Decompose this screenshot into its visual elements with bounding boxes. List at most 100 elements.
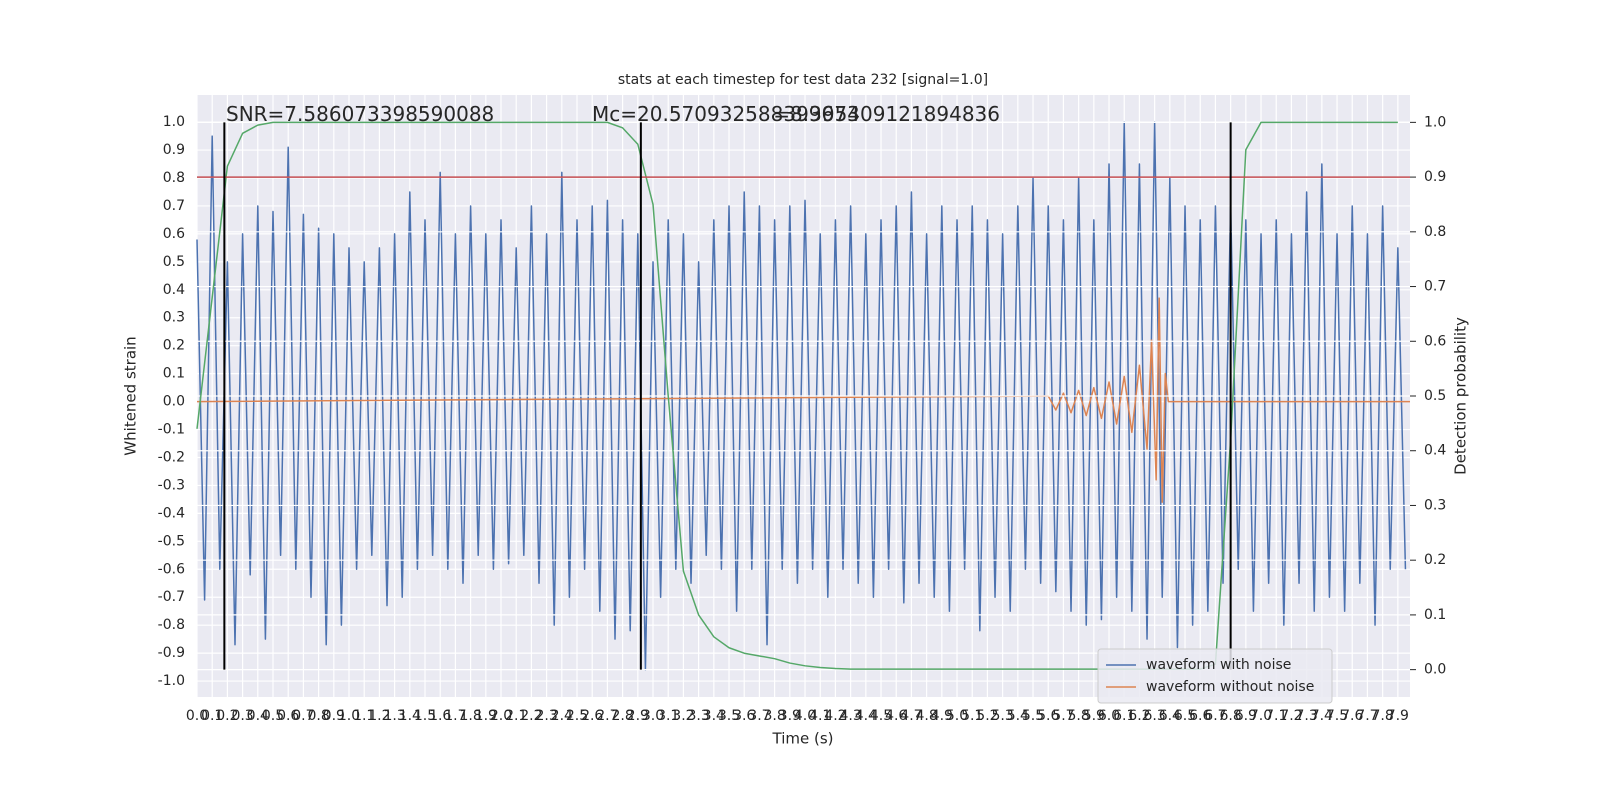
x-tick-label: 3.4 — [703, 708, 725, 724]
y-tick-label: 0.7 — [163, 198, 185, 214]
x-tick-label: 7.4 — [1311, 708, 1333, 724]
x-tick-label: 6.3 — [1143, 708, 1165, 724]
legend-label: waveform without noise — [1146, 679, 1314, 695]
x-tick-label: 2.5 — [566, 708, 588, 724]
x-tick-label: 4.9 — [931, 708, 953, 724]
x-tick-label: 5.3 — [991, 708, 1013, 724]
chart-title: stats at each timestep for test data 232… — [618, 72, 988, 88]
x-tick-label: 5.8 — [1067, 708, 1089, 724]
x-tick-label: 7.3 — [1296, 708, 1318, 724]
y-tick-label: -0.6 — [158, 561, 185, 577]
y-tick-label: 0.8 — [163, 170, 185, 186]
y-tick-label: 1.0 — [163, 114, 185, 130]
y-tick-label: 0.3 — [163, 310, 185, 326]
x-tick-label: 3.9 — [779, 708, 801, 724]
x-tick-label: 1.9 — [475, 708, 497, 724]
x-tick-label: 4.5 — [870, 708, 892, 724]
annotation: =8.395409121894836 — [773, 102, 1000, 126]
x-tick-label: 4.8 — [915, 708, 937, 724]
x-tick-label: 6.8 — [1220, 708, 1242, 724]
x-tick-label: 5.2 — [976, 708, 998, 724]
x-tick-label: 3.5 — [718, 708, 740, 724]
y2-tick-label: 0.7 — [1424, 279, 1446, 295]
x-axis-label: Time (s) — [772, 730, 834, 748]
series-line — [196, 121, 1407, 671]
x-tick-label: 3.7 — [748, 708, 770, 724]
y-tick-label: 0.6 — [163, 226, 185, 242]
x-tick-label: 1.2 — [368, 708, 390, 724]
x-tick-label: 5.0 — [946, 708, 968, 724]
y-tick-label: -0.4 — [158, 505, 185, 521]
y2-tick-label: 0.2 — [1424, 552, 1446, 568]
x-tick-label: 2.9 — [627, 708, 649, 724]
x-tick-label: 1.8 — [459, 708, 481, 724]
x-tick-label: 7.7 — [1356, 708, 1378, 724]
x-tick-label: 7.5 — [1326, 708, 1348, 724]
x-tick-label: 7.1 — [1265, 708, 1287, 724]
x-tick-label: 7.0 — [1250, 708, 1272, 724]
x-tick-label: 0.4 — [247, 708, 269, 724]
y-tick-label: -0.5 — [158, 533, 185, 549]
x-tick-label: 4.3 — [839, 708, 861, 724]
x-tick-label: 0.3 — [231, 708, 253, 724]
x-tick-label: 6.5 — [1174, 708, 1196, 724]
x-tick-label: 2.6 — [581, 708, 603, 724]
y2-tick-label: 0.4 — [1424, 443, 1446, 459]
annotation: SNR=7.586073398590088 — [226, 102, 494, 126]
series-line — [196, 297, 1410, 503]
x-tick-label: 1.7 — [444, 708, 466, 724]
x-tick-label: 4.1 — [809, 708, 831, 724]
x-tick-label: 1.4 — [399, 708, 421, 724]
x-tick-label: 1.0 — [338, 708, 360, 724]
x-tick-label: 6.9 — [1235, 708, 1257, 724]
x-tick-label: 6.6 — [1189, 708, 1211, 724]
y-tick-label: 0.5 — [163, 254, 185, 270]
x-tick-label: 5.1 — [961, 708, 983, 724]
y2-tick-label: 0.1 — [1424, 607, 1446, 623]
x-tick-label: 5.9 — [1083, 708, 1105, 724]
x-tick-label: 7.9 — [1387, 708, 1409, 724]
x-tick-label: 4.4 — [855, 708, 877, 724]
y-tick-label: -0.2 — [158, 449, 185, 465]
x-tick-label: 1.5 — [414, 708, 436, 724]
y-tick-label: -0.7 — [158, 589, 185, 605]
y-tick-label: -0.1 — [158, 422, 185, 438]
x-tick-label: 5.4 — [1007, 708, 1029, 724]
x-tick-label: 6.4 — [1159, 708, 1181, 724]
y-tick-label: 0.1 — [163, 366, 185, 382]
x-tick-label: 0.1 — [201, 708, 223, 724]
x-tick-label: 3.0 — [642, 708, 664, 724]
x-tick-label: 2.3 — [535, 708, 557, 724]
x-tick-label: 1.1 — [353, 708, 375, 724]
x-tick-label: 0.0 — [186, 708, 208, 724]
y2-tick-label: 0.5 — [1424, 388, 1446, 404]
x-tick-label: 1.3 — [383, 708, 405, 724]
x-tick-label: 2.4 — [551, 708, 573, 724]
y2-tick-label: 0.6 — [1424, 333, 1446, 349]
x-tick-label: 2.1 — [505, 708, 527, 724]
x-tick-label: 4.0 — [794, 708, 816, 724]
y-tick-label: -1.0 — [158, 673, 185, 689]
x-tick-label: 5.5 — [1022, 708, 1044, 724]
y2-tick-label: 0.0 — [1424, 662, 1446, 678]
x-tick-label: 3.2 — [672, 708, 694, 724]
y2-tick-label: 0.3 — [1424, 497, 1446, 513]
x-tick-label: 2.0 — [490, 708, 512, 724]
y2-tick-label: 1.0 — [1424, 114, 1446, 130]
x-tick-label: 5.7 — [1052, 708, 1074, 724]
y-tick-label: 0.2 — [163, 338, 185, 354]
y2-tick-label: 0.9 — [1424, 169, 1446, 185]
x-tick-label: 7.8 — [1372, 708, 1394, 724]
y-tick-label: -0.9 — [158, 645, 185, 661]
x-tick-label: 6.0 — [1098, 708, 1120, 724]
x-tick-label: 6.2 — [1128, 708, 1150, 724]
x-tick-label: 0.8 — [307, 708, 329, 724]
x-tick-label: 6.1 — [1113, 708, 1135, 724]
legend-box — [1097, 648, 1333, 704]
x-tick-label: 4.7 — [900, 708, 922, 724]
x-tick-label: 4.2 — [824, 708, 846, 724]
x-tick-label: 0.7 — [292, 708, 314, 724]
y2-axis-label: Detection probability — [1452, 317, 1470, 475]
